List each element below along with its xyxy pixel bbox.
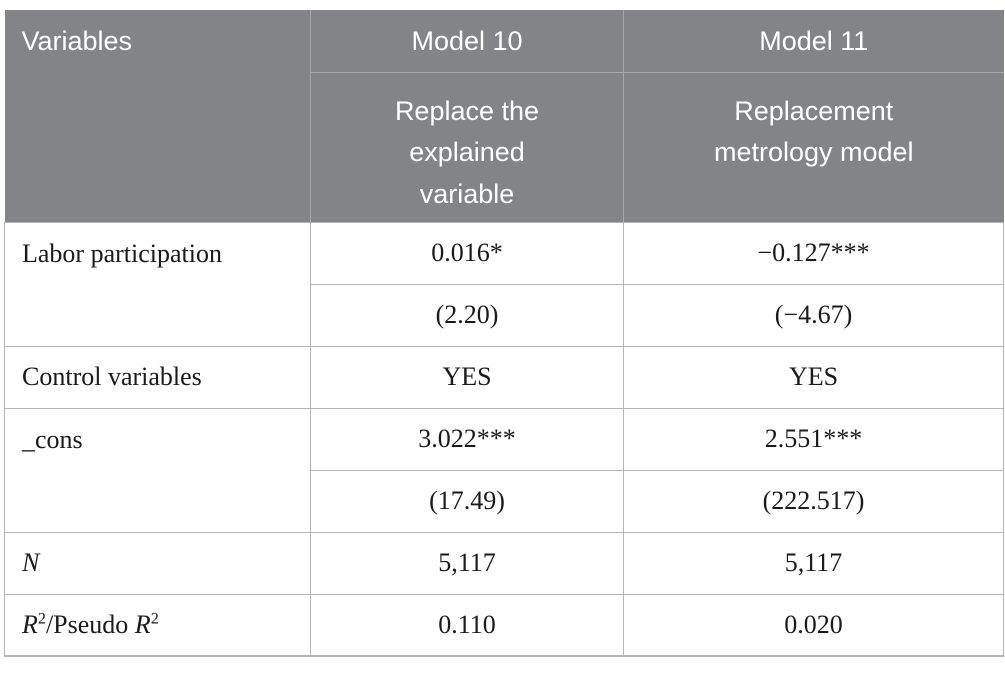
table-row-n: N 5,117 5,117 [4, 531, 1004, 595]
r-superscript: 2 [37, 610, 46, 628]
cell-cons-coef-model-11: 2.551*** [623, 407, 1004, 471]
table-row-cons-coefficient: _cons 3.022*** 2.551*** [4, 407, 1004, 533]
cell-labor-tstat-model-11: (−4.67) [623, 283, 1004, 347]
cell-cons-tstat-model-11: (222.517) [623, 469, 1004, 533]
cell-r-squared-model-11: 0.020 [623, 593, 1004, 657]
row-label-labor-participation: Labor participation [4, 221, 311, 347]
cell-labor-tstat-model-10: (2.20) [310, 283, 624, 347]
table-header: Variables Model 10 Model 11 Replace the … [4, 10, 1004, 223]
header-row-models: Variables Model 10 Model 11 [4, 10, 1004, 223]
cell-cons-coef-model-10: 3.022*** [310, 407, 624, 471]
cell-labor-coef-model-11: −0.127*** [623, 221, 1004, 285]
table-row-r-squared: R2/Pseudo R2 0.110 0.020 [4, 593, 1004, 657]
model-11-subtitle-text: Replacement metrology model [713, 95, 914, 168]
table-row-labor-coefficient: Labor participation 0.016* −0.127*** [4, 221, 1004, 347]
cell-n-model-11: 5,117 [623, 531, 1004, 595]
model-10-subtitle-text: Replace the explained variable [394, 95, 540, 210]
column-header-variables: Variables [4, 10, 311, 223]
cell-n-model-10: 5,117 [310, 531, 624, 595]
regression-results-table: Variables Model 10 Model 11 Replace the … [4, 10, 1004, 657]
header-row-subtitles: Replace the explained variable Replaceme… [5, 72, 1004, 223]
row-label-r-squared: R2/Pseudo R2 [4, 593, 311, 657]
column-subtitle-model-10: Replace the explained variable [310, 72, 624, 223]
row-label-cons: _cons [4, 407, 311, 533]
row-label-control-variables: Control variables [4, 345, 311, 409]
table-body: Labor participation 0.016* −0.127*** (2.… [4, 221, 1004, 657]
pseudo-label: /Pseudo [45, 610, 135, 640]
column-subtitle-model-11: Replacement metrology model [623, 72, 1004, 223]
r-symbol-2: R [134, 610, 151, 640]
table-container: Variables Model 10 Model 11 Replace the … [4, 10, 1004, 657]
r-symbol: R [22, 610, 38, 640]
cell-cons-tstat-model-10: (17.49) [310, 469, 624, 533]
table-row-labor-tstat: (2.20) (−4.67) [5, 283, 1004, 347]
table-row-control-variables: Control variables YES YES [4, 345, 1004, 409]
column-header-model-10: Model 10 [310, 10, 624, 73]
cell-controls-model-11: YES [623, 345, 1004, 409]
cell-controls-model-10: YES [310, 345, 624, 409]
column-header-model-11: Model 11 [623, 10, 1004, 73]
cell-labor-coef-model-10: 0.016* [310, 221, 624, 285]
cell-r-squared-model-10: 0.110 [310, 593, 624, 657]
row-label-n: N [4, 531, 311, 595]
r-superscript-2: 2 [150, 610, 159, 628]
table-row-cons-tstat: (17.49) (222.517) [5, 469, 1004, 533]
